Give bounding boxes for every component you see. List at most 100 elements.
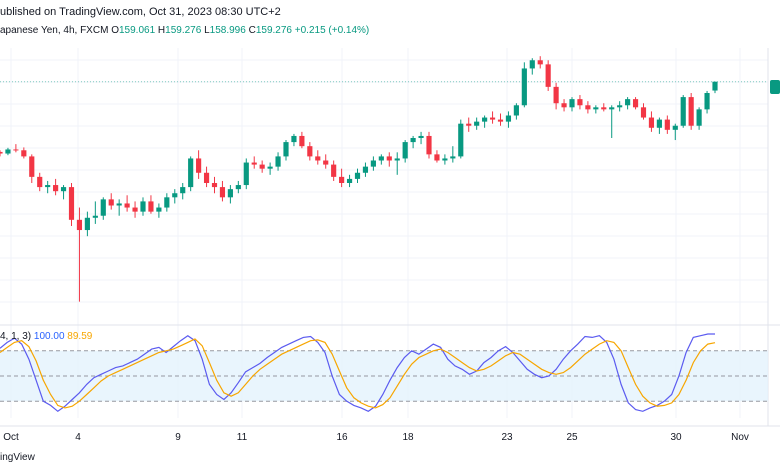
candle-body xyxy=(251,162,257,165)
candle-body xyxy=(53,185,59,192)
candle-body xyxy=(275,156,281,167)
candle-body xyxy=(656,119,662,128)
low-label: L xyxy=(204,25,210,36)
candle-body xyxy=(458,123,464,157)
candle-body xyxy=(696,109,702,126)
candle-body xyxy=(378,156,384,161)
candle-body xyxy=(100,199,106,216)
candle-body xyxy=(307,146,313,157)
candle-body xyxy=(140,201,146,212)
candle-body xyxy=(648,117,655,128)
x-tick-label: 30 xyxy=(670,432,682,443)
candle-body xyxy=(188,158,194,188)
last-price-tag xyxy=(770,80,780,94)
candle-body xyxy=(521,68,527,106)
candle-body xyxy=(402,142,408,159)
candle-body xyxy=(617,105,623,108)
candle-body xyxy=(489,117,496,120)
stochastic-k-line xyxy=(0,333,715,413)
candle-body xyxy=(442,158,448,161)
x-tick-label: Nov xyxy=(731,432,749,443)
candle-body xyxy=(632,99,639,108)
candle-body xyxy=(291,135,297,143)
candle-body xyxy=(482,117,488,122)
candle-body xyxy=(92,215,98,218)
candle-body xyxy=(5,149,11,154)
candle-body xyxy=(108,199,114,206)
x-tick-label: 25 xyxy=(566,432,578,443)
candle-body xyxy=(585,105,591,110)
symbol-ohlc-legend[interactable]: apanese Yen, 4h, FXCM O159.061 H159.276 … xyxy=(0,25,369,36)
candle-body xyxy=(394,158,400,161)
candle-body xyxy=(219,187,226,198)
candle-body xyxy=(315,156,321,161)
candle-body xyxy=(331,164,337,177)
candle-body xyxy=(553,86,559,104)
candle-body xyxy=(672,125,678,130)
candle-body xyxy=(688,97,694,126)
candle-body xyxy=(680,97,686,126)
candle-body xyxy=(0,151,3,154)
candle-body xyxy=(45,185,51,188)
candle-body xyxy=(156,207,162,212)
candle-body xyxy=(180,187,186,194)
tradingview-brand: ingView xyxy=(0,452,35,463)
candle-body xyxy=(267,166,273,169)
candle-body xyxy=(339,176,345,183)
x-tick-label: 9 xyxy=(175,432,181,443)
open-label: O xyxy=(111,25,119,36)
candle-body xyxy=(235,185,241,190)
candle-body xyxy=(601,107,607,110)
stochastic-d-value: 89.59 xyxy=(67,331,93,342)
candle-body xyxy=(283,142,289,157)
candle-body xyxy=(593,107,599,110)
candle-body xyxy=(21,150,27,157)
change-value: +0.215 (+0.14%) xyxy=(294,25,370,36)
candle-body xyxy=(474,121,480,126)
candle-body xyxy=(704,93,710,110)
x-tick-label: 11 xyxy=(236,432,248,443)
candle-body xyxy=(497,119,504,122)
candle-body xyxy=(132,207,138,212)
candle-body xyxy=(76,219,83,231)
candle-body xyxy=(84,217,90,231)
candle-body xyxy=(362,166,369,173)
open-value: 159.061 xyxy=(118,25,156,36)
candle-body xyxy=(609,107,615,110)
candle-body xyxy=(712,81,718,91)
close-value: 159.276 xyxy=(255,25,292,36)
candle-body xyxy=(537,60,543,65)
candle-body xyxy=(203,172,210,183)
symbol-name: apanese Yen, 4h, FXCM xyxy=(0,25,109,36)
candle-body xyxy=(513,105,519,116)
candle-body xyxy=(418,135,424,138)
candle-body xyxy=(545,64,551,87)
candle-body xyxy=(561,103,567,108)
candle-body xyxy=(116,203,122,206)
candle-body xyxy=(529,60,535,69)
candle-body xyxy=(323,160,329,165)
candle-body xyxy=(386,156,392,161)
published-caption: ublished on TradingView.com, Oct 31, 202… xyxy=(0,6,281,18)
candle-body xyxy=(37,176,43,188)
high-value: 159.276 xyxy=(165,25,202,36)
x-tick-label: 18 xyxy=(402,432,414,443)
candle-body xyxy=(211,183,218,188)
stochastic-legend[interactable]: 4, 1, 3) 100.00 89.59 xyxy=(0,331,92,342)
low-value: 158.996 xyxy=(209,25,246,36)
candle-body xyxy=(426,135,432,155)
candle-body xyxy=(299,135,305,147)
candle-body xyxy=(60,187,67,192)
candle-body xyxy=(346,178,353,183)
x-tick-label: 4 xyxy=(75,432,81,443)
candle-body xyxy=(29,156,35,177)
candle-body xyxy=(569,99,575,108)
candle-body xyxy=(640,107,647,118)
candle-body xyxy=(124,203,130,208)
candle-body xyxy=(505,115,512,122)
candle-body xyxy=(259,164,265,169)
stochastic-k-value: 100.00 xyxy=(33,331,65,342)
candle-body xyxy=(227,189,233,198)
candle-body xyxy=(243,162,249,186)
